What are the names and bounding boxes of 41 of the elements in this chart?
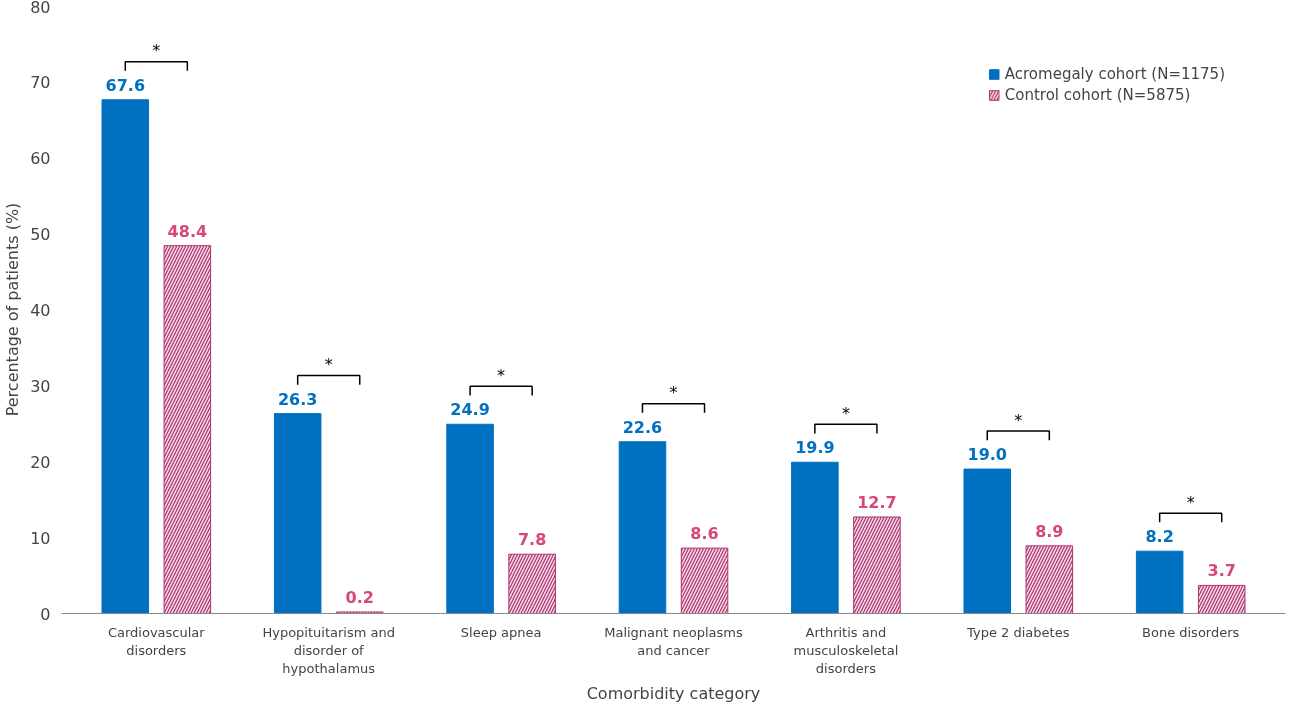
data-label: 67.6 xyxy=(105,75,146,95)
y-tick-label: 70 xyxy=(30,72,51,92)
data-label: 48.4 xyxy=(167,221,208,241)
y-tick-label: 0 xyxy=(40,604,51,624)
y-tick-label: 30 xyxy=(30,376,51,396)
data-label: 24.9 xyxy=(450,400,490,420)
annotation: * xyxy=(1186,492,1195,512)
y-tick-label: 80 xyxy=(30,0,51,17)
data-label: 8.6 xyxy=(690,524,719,544)
x-tick-label: Arthritis and musculoskeletal disorders xyxy=(793,624,899,676)
x-axis-title: Comorbidity category xyxy=(586,683,761,703)
x-tick-label: Bone disorders xyxy=(1142,624,1240,640)
annotation: * xyxy=(669,383,678,403)
y-tick-label: 10 xyxy=(30,528,51,548)
x-tick-label: Sleep apnea xyxy=(460,624,542,640)
annotation: * xyxy=(841,403,850,423)
y-tick-label: 40 xyxy=(30,300,51,320)
y-tick-label: 60 xyxy=(30,148,51,168)
x-tick-label: Type 2 diabetes xyxy=(966,624,1070,640)
data-label: 8.9 xyxy=(1035,521,1064,541)
data-label: 8.2 xyxy=(1145,527,1174,547)
y-tick-label: 50 xyxy=(30,224,51,244)
x-tick-label: Hypopituitarism and disorder of hypothalamus xyxy=(262,624,395,676)
data-label: 3.7 xyxy=(1207,561,1236,581)
y-axis-title: Percentage of patients (%) xyxy=(3,202,23,417)
data-label: 22.6 xyxy=(622,417,663,437)
y-tick-label: 20 xyxy=(30,452,51,472)
data-label: 0.2 xyxy=(345,587,374,607)
legend-label: Acromegaly cohort (N=1175) xyxy=(1004,65,1225,83)
annotation: * xyxy=(497,365,506,385)
annotation: * xyxy=(152,41,161,61)
data-label: 26.3 xyxy=(277,389,318,409)
legend-label: Control cohort (N=5875) xyxy=(1004,86,1191,104)
x-tick-label: Cardiovascular disorders xyxy=(107,624,206,658)
annotation: * xyxy=(324,355,333,375)
data-label: 19.0 xyxy=(967,444,1007,464)
data-label: 7.8 xyxy=(517,530,547,550)
annotation: * xyxy=(1014,410,1023,430)
x-tick-label: Malignant neoplasms and cancer xyxy=(604,624,744,658)
data-label: 12.7 xyxy=(857,492,897,512)
data-label: 19.9 xyxy=(795,438,835,458)
